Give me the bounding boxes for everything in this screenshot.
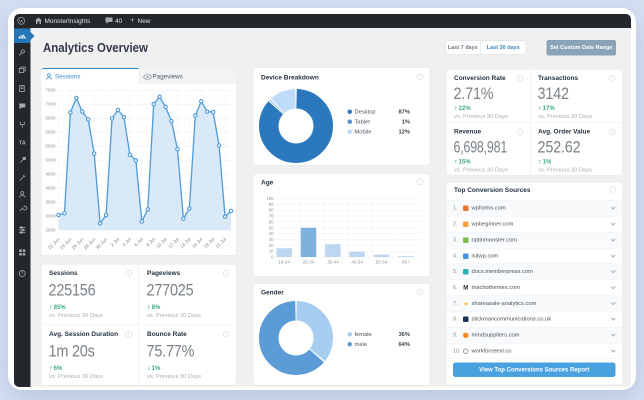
svg-text:12 Jul: 12 Jul	[167, 236, 180, 249]
svg-text:90: 90	[268, 201, 273, 206]
svg-text:28 Jun: 28 Jun	[82, 236, 97, 251]
svg-text:7500: 7500	[45, 87, 56, 92]
svg-text:45-54: 45-54	[351, 259, 363, 264]
svg-text:55-64: 55-64	[375, 259, 387, 264]
svg-text:24 Jun: 24 Jun	[58, 236, 73, 251]
svg-text:80: 80	[268, 207, 273, 212]
svg-text:6000: 6000	[45, 129, 56, 134]
svg-text:4500: 4500	[45, 171, 56, 176]
svg-text:7000: 7000	[45, 101, 56, 106]
svg-text:40: 40	[268, 231, 273, 236]
svg-text:30 Jun: 30 Jun	[94, 236, 109, 251]
svg-text:10: 10	[268, 248, 273, 253]
svg-text:W: W	[18, 19, 23, 24]
svg-text:14 Jul: 14 Jul	[179, 236, 192, 249]
svg-text:3500: 3500	[45, 199, 56, 204]
svg-text:60: 60	[268, 219, 273, 224]
svg-text:2 Jul: 2 Jul	[109, 236, 120, 247]
svg-text:6 Jul: 6 Jul	[133, 236, 144, 247]
svg-text:22 Jun: 22 Jun	[47, 236, 62, 251]
svg-text:70: 70	[268, 213, 273, 218]
svg-text:5500: 5500	[45, 143, 56, 148]
svg-text:5000: 5000	[45, 157, 56, 162]
svg-text:16 Jul: 16 Jul	[190, 236, 203, 249]
svg-text:0: 0	[271, 254, 274, 259]
svg-text:50: 50	[268, 225, 273, 230]
svg-text:65+: 65+	[402, 259, 410, 264]
svg-text:20: 20	[268, 242, 273, 247]
svg-text:30: 30	[268, 236, 273, 241]
svg-text:18-24: 18-24	[278, 259, 290, 264]
svg-text:100: 100	[266, 196, 274, 201]
svg-text:21 Jul: 21 Jul	[214, 236, 227, 249]
svg-text:2500: 2500	[45, 227, 56, 232]
svg-text:4000: 4000	[45, 185, 56, 190]
svg-text:6500: 6500	[45, 115, 56, 120]
svg-text:26 Jun: 26 Jun	[70, 236, 85, 251]
svg-text:4 Jul: 4 Jul	[121, 236, 132, 247]
svg-text:3000: 3000	[45, 213, 56, 218]
svg-text:8 Jul: 8 Jul	[145, 236, 156, 247]
svg-text:18 Jul: 18 Jul	[202, 236, 215, 249]
svg-text:TA: TA	[18, 140, 25, 146]
svg-text:10 Jul: 10 Jul	[155, 236, 168, 249]
svg-text:25-34: 25-34	[302, 259, 314, 264]
svg-text:35-44: 35-44	[327, 259, 339, 264]
